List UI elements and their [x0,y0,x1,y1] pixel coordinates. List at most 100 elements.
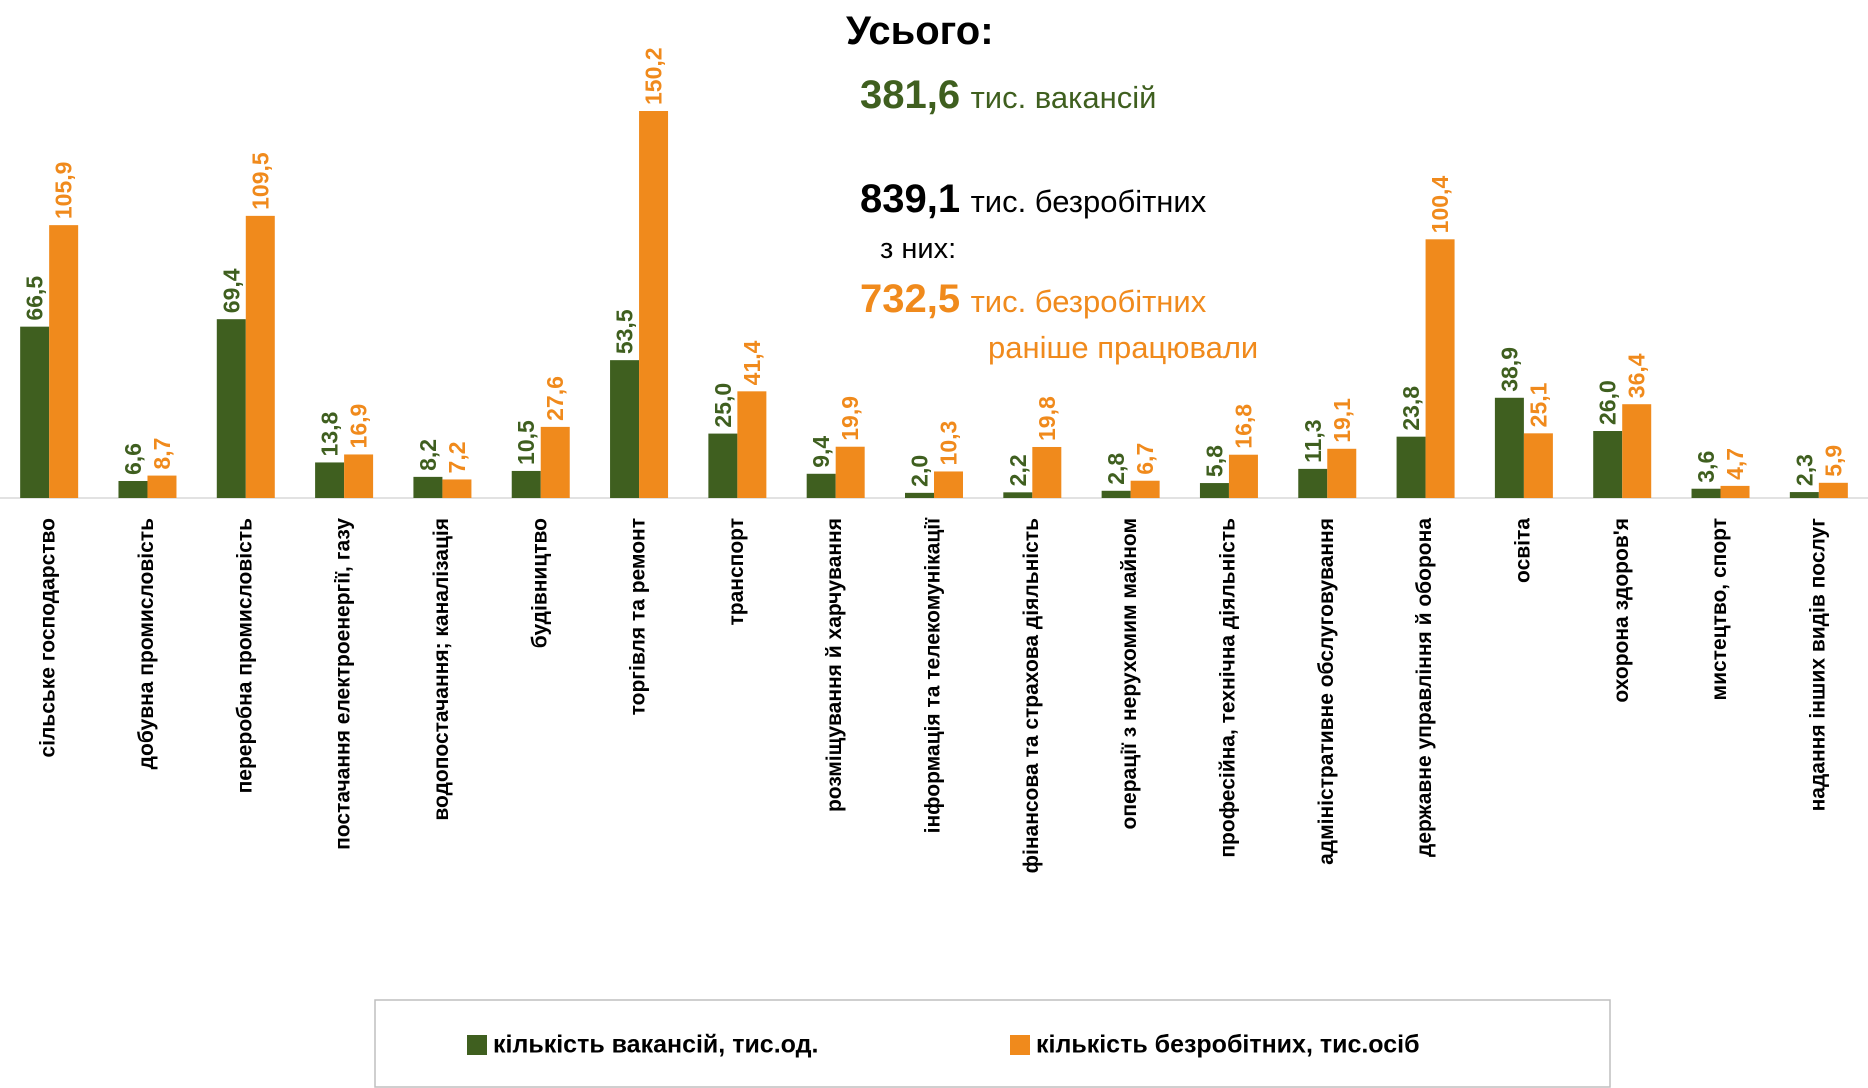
bar [413,476,443,498]
bar [49,225,79,498]
x-tick-label: будівництво [528,518,551,648]
value-label: 26,0 [1595,380,1621,425]
bar [1003,492,1033,498]
value-label: 3,6 [1693,451,1719,483]
bar [835,446,865,498]
value-label: 25,0 [710,383,736,428]
value-label: 100,4 [1427,176,1453,234]
bar [1720,485,1750,498]
value-label: 11,3 [1300,419,1326,463]
x-tick-label: освіта [1511,518,1534,583]
legend-label: кількість вакансій, тис.од. [493,1031,818,1059]
bar [540,426,570,498]
value-label: 69,4 [218,268,244,313]
value-label: 6,6 [120,443,146,475]
value-label: 25,1 [1525,382,1551,427]
value-label: 2,3 [1791,454,1817,486]
x-tick-label: професійна, технічна діяльність [1216,518,1239,858]
bar [1523,433,1553,498]
bar [344,454,374,498]
value-label: 8,7 [149,438,175,470]
vacancies-text: тис. вакансій [971,80,1157,115]
legend-swatch [467,1035,487,1055]
value-label: 4,7 [1722,448,1748,480]
annotation-vacancies: 381,6 тис. вакансій [860,73,1156,117]
value-label: 150,2 [641,47,667,105]
x-tick-label: охорона здоров'я [1610,518,1633,703]
annotation-heading: Усього: [846,9,994,53]
worked-text: тис. безробітних [971,284,1207,319]
bar [1130,480,1160,498]
bar [245,215,275,498]
value-label: 10,3 [936,421,962,466]
x-tick-label: операції з нерухомим майном [1118,518,1141,829]
vacancies-number: 381,6 [860,73,960,117]
value-label: 9,4 [808,436,834,468]
x-tick-label: фінансова та страхова діяльність [1020,518,1043,873]
bar [1396,436,1426,498]
bar [1425,239,1455,498]
bar [1032,446,1062,498]
value-label: 27,6 [542,376,568,421]
value-label: 10,5 [513,420,539,465]
value-label: 41,4 [739,340,765,385]
x-tick-label: розміщування й харчування [823,518,846,812]
x-tick-label: адміністративне обслуговування [1315,518,1338,865]
x-tick-label: інформація та телекомунікації [922,517,945,833]
bar [216,319,246,498]
value-label: 19,8 [1034,396,1060,441]
legend-box [374,999,1611,1088]
x-tick-label: мистецтво, спорт [1708,518,1731,700]
value-label: 2,0 [907,455,933,487]
x-tick-label: водопостачання; каналізація [430,518,453,821]
value-label: 53,5 [612,309,638,354]
bar [708,433,738,498]
bar [1593,431,1623,498]
bar [806,473,836,498]
value-label: 2,2 [1005,454,1031,486]
bar [1691,488,1721,498]
value-label: 105,9 [51,162,77,220]
x-tick-label: постачання електроенергії, газу [332,518,355,850]
value-label: 13,8 [317,411,343,456]
bar [934,471,963,498]
bar [315,462,345,498]
bar [1622,404,1652,498]
bar [1789,492,1819,498]
value-label: 19,9 [837,396,863,441]
x-tick-label: добувна промисловість [135,518,158,769]
value-label: 5,8 [1201,445,1227,477]
bar [610,360,640,498]
legend-label: кількість безробітних, тис.осіб [1036,1031,1420,1059]
x-tick-label: сільське господарство [37,518,60,758]
worked-number: 732,5 [860,277,960,321]
bar [1818,482,1848,498]
annotation-unemployed: 839,1 тис. безробітних [860,177,1207,221]
x-tick-label: переробна промисловість [233,518,256,793]
bar [1298,468,1328,498]
bar [511,470,541,498]
value-label: 66,5 [22,276,48,321]
legend-swatch [1010,1035,1030,1055]
bar [20,326,50,498]
annotation-of-them: з них: [880,233,956,265]
x-tick-label: транспорт [725,518,748,626]
unemployed-number: 839,1 [860,177,960,221]
value-label: 16,9 [346,404,372,449]
x-tick-label: торгівля та ремонт [627,518,650,715]
value-label: 7,2 [444,441,470,473]
x-tick-label: державне управління й оборона [1413,518,1436,857]
annotation-worked: 732,5 тис. безробітних [860,277,1207,321]
value-label: 6,7 [1132,443,1158,475]
bar [442,479,472,498]
bar [1199,483,1229,498]
value-label: 16,8 [1230,404,1256,449]
bar [1228,454,1258,498]
bar [737,391,767,498]
x-tick-label: надання інших видів послуг [1806,518,1829,812]
bar [1327,448,1357,498]
unemployed-text: тис. безробітних [971,184,1207,219]
value-label: 19,1 [1329,398,1355,443]
bar [905,492,934,498]
